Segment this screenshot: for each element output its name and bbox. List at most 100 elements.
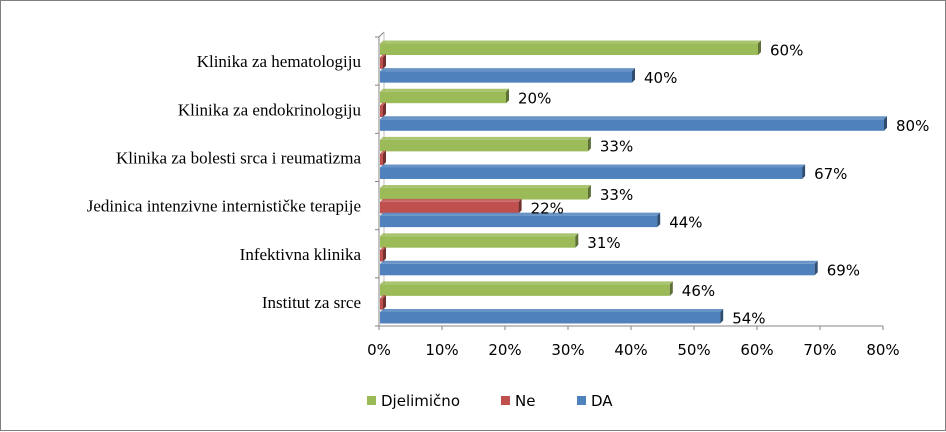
bar-side-face xyxy=(383,295,386,310)
data-label: 46% xyxy=(682,282,715,300)
legend-swatch xyxy=(367,396,376,405)
bar-top-face xyxy=(380,212,661,216)
x-tick-label: 20% xyxy=(488,341,521,359)
x-tick-label: 40% xyxy=(614,341,647,359)
bar xyxy=(380,233,579,248)
bar-top-face xyxy=(380,102,386,106)
bar-top-face xyxy=(380,40,761,44)
bar-side-face xyxy=(814,260,818,276)
bar xyxy=(380,295,386,310)
x-tick-label: 0% xyxy=(367,341,391,359)
bar xyxy=(380,247,386,262)
bar-top-face xyxy=(380,185,591,189)
data-label: 33% xyxy=(600,186,633,204)
x-tick-labels: 0% 10% 20% 30% 40% 50% 60% 70% 80% xyxy=(367,341,900,359)
bar-top-face xyxy=(380,295,386,299)
data-label: 22% xyxy=(531,200,564,218)
bar-front-face xyxy=(380,91,506,104)
data-label: 80% xyxy=(896,117,929,135)
category-labels: Klinika za hematologiju Klinika za endokr… xyxy=(87,52,362,312)
legend-label: DA xyxy=(591,392,613,410)
bar-side-face xyxy=(587,185,591,200)
category-label: Klinika za bolesti srca i reumatizma xyxy=(116,148,361,167)
bar-top-face xyxy=(380,68,635,72)
x-tick-label: 60% xyxy=(740,341,773,359)
bar-side-face xyxy=(587,136,591,152)
category-label: Infektivna klinika xyxy=(240,245,362,264)
bar-top-face xyxy=(380,136,591,140)
bar xyxy=(380,185,591,200)
data-label: 40% xyxy=(644,69,677,87)
bar-side-face xyxy=(383,102,386,117)
chart-bars xyxy=(380,40,887,324)
bar-front-face xyxy=(380,284,670,296)
bar-side-face xyxy=(657,212,661,228)
data-label: 69% xyxy=(827,262,860,280)
bar-top-face xyxy=(380,150,386,154)
bar xyxy=(380,198,522,214)
bar-side-face xyxy=(383,54,386,69)
bar xyxy=(380,212,661,228)
bar-top-face xyxy=(380,54,386,58)
category-label: Klinika za endokrinologiju xyxy=(178,100,362,119)
bar-front-face xyxy=(380,119,884,131)
bar-front-face xyxy=(380,43,758,56)
bar xyxy=(380,260,818,276)
bar xyxy=(380,308,724,324)
bar-front-face xyxy=(380,298,383,310)
bar-top-face xyxy=(380,116,887,120)
data-label: 20% xyxy=(518,89,551,107)
legend-item: Ne xyxy=(501,392,535,410)
legend-swatch xyxy=(577,396,586,405)
bar-front-face xyxy=(380,188,588,200)
bar xyxy=(380,164,806,179)
bar xyxy=(380,40,761,56)
bar-side-face xyxy=(575,233,579,248)
bar xyxy=(380,281,673,296)
data-labels: 60% 40% 20% 80% 33% 67% 33% 22% 44% 31% 69% 46% 54% xyxy=(518,41,929,327)
legend-item: DA xyxy=(577,392,613,410)
bar-side-face xyxy=(802,164,806,179)
bar-side-face xyxy=(383,247,386,262)
x-tick-label: 80% xyxy=(866,341,899,359)
bar xyxy=(380,102,386,117)
category-label: Institut za srce xyxy=(262,293,361,312)
legend-item: Djelimično xyxy=(367,392,460,410)
bar xyxy=(380,88,509,104)
bar-side-face xyxy=(669,281,673,296)
bar xyxy=(380,116,887,131)
x-tick-label: 10% xyxy=(425,341,458,359)
bar-top-face xyxy=(380,198,522,202)
bar-side-face xyxy=(632,68,635,83)
data-label: 54% xyxy=(732,310,765,328)
bar-top-face xyxy=(380,233,579,237)
legend-label: Djelimično xyxy=(381,392,460,410)
bar-front-face xyxy=(380,201,519,214)
data-label: 31% xyxy=(587,234,620,252)
bar-top-face xyxy=(380,247,386,250)
bar-front-face xyxy=(380,236,576,248)
bar xyxy=(380,68,635,83)
bar-front-face xyxy=(380,57,383,69)
bar-front-face xyxy=(380,167,803,179)
bar-top-face xyxy=(380,281,673,285)
bar-side-face xyxy=(518,198,522,214)
data-label: 60% xyxy=(770,41,803,59)
category-label: Jedinica intenzivne internističke terapi… xyxy=(87,197,361,216)
x-tick-label: 30% xyxy=(551,341,584,359)
bar-side-face xyxy=(383,150,386,166)
bar-front-face xyxy=(380,71,632,83)
bar xyxy=(380,150,386,166)
data-label: 67% xyxy=(814,165,847,183)
data-label: 33% xyxy=(600,138,633,156)
legend: Djelimično Ne DA xyxy=(367,392,613,410)
category-label: Klinika za hematologiju xyxy=(197,52,362,71)
bar-top-face xyxy=(380,164,806,168)
depth-line xyxy=(378,31,385,38)
bar-front-face xyxy=(380,311,721,324)
bar-side-face xyxy=(506,88,509,104)
data-label: 44% xyxy=(669,213,702,231)
bar-front-face xyxy=(380,153,383,166)
